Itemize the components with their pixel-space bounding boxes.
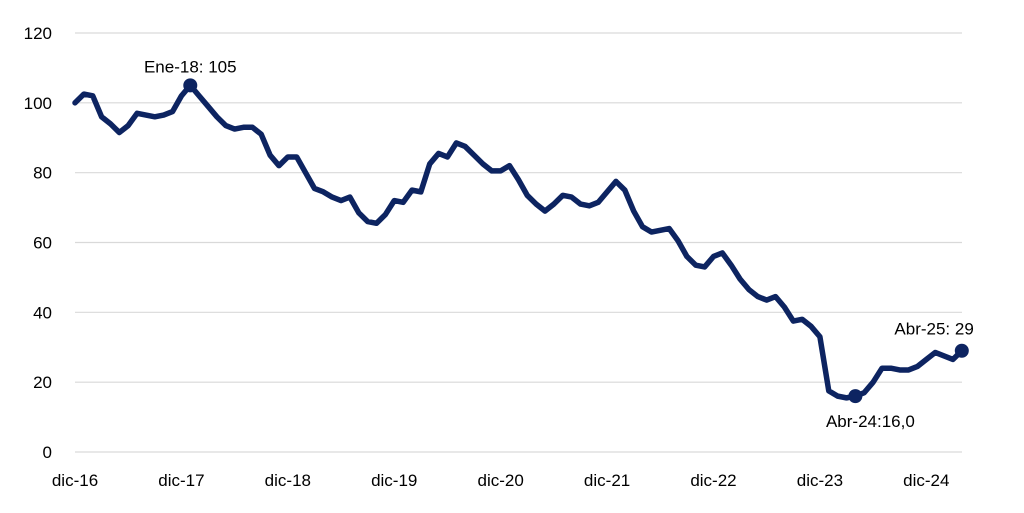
x-tick-label: dic-19: [371, 471, 417, 490]
x-axis-tick-labels: dic-16 dic-17 dic-18 dic-19 dic-20 dic-21 dic-…: [52, 471, 950, 490]
gridlines: [75, 32, 962, 453]
x-tick-label: dic-22: [690, 471, 736, 490]
y-axis-tick-labels: 0 20 40 60 80 100 120: [24, 24, 52, 462]
y-tick-label: 20: [33, 373, 52, 392]
annotation-marker-0: [183, 78, 198, 93]
annotation-label-0: Ene-18: 105: [144, 57, 237, 76]
annotation-label-1: Abr-24:16,0: [826, 412, 915, 431]
x-tick-label: dic-18: [265, 471, 311, 490]
annotation-label-2: Abr-25: 29: [894, 320, 973, 339]
x-tick-label: dic-17: [158, 471, 204, 490]
y-tick-label: 100: [24, 94, 52, 113]
series-line-0: [72, 82, 965, 401]
series-group: [72, 82, 965, 401]
x-tick-label: dic-20: [478, 471, 524, 490]
annotation-marker-1: [848, 389, 863, 404]
x-tick-label: dic-23: [797, 471, 843, 490]
annotations: Ene-18: 105 Abr-24:16,0 Abr-25: 29: [144, 57, 974, 431]
y-tick-label: 0: [43, 443, 52, 462]
y-tick-label: 40: [33, 303, 52, 322]
y-tick-label: 120: [24, 24, 52, 43]
y-tick-label: 60: [33, 234, 52, 253]
y-tick-label: 80: [33, 164, 52, 183]
x-tick-label: dic-24: [903, 471, 949, 490]
x-tick-label: dic-21: [584, 471, 630, 490]
annotation-marker-2: [954, 343, 969, 358]
x-tick-label: dic-16: [52, 471, 98, 490]
